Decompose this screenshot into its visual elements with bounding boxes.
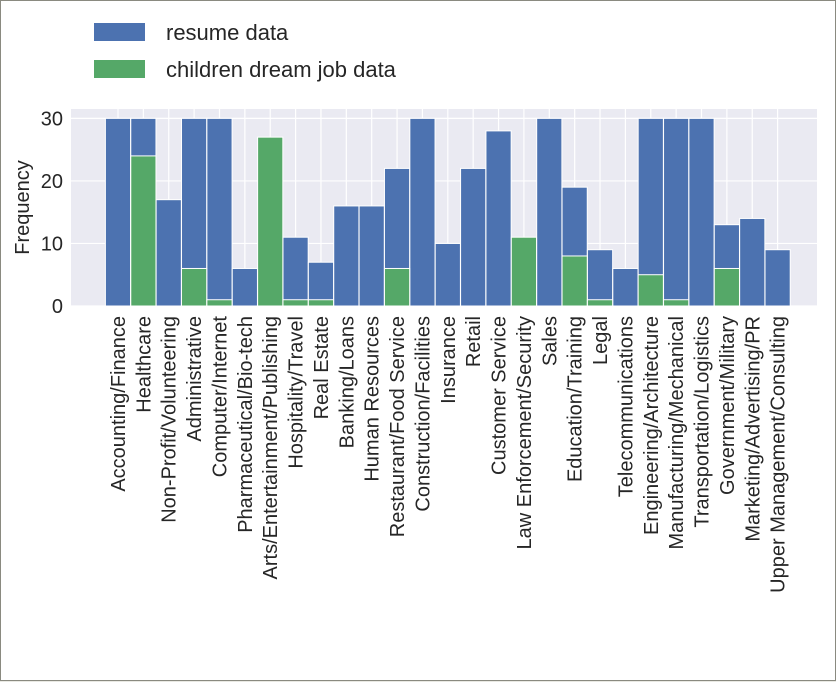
x-tick-label: Transportation/Logistics [692, 316, 714, 528]
x-tick-label: Government/Military [717, 316, 739, 495]
x-tick-label: Telecommunications [615, 316, 637, 497]
y-axis-label: Frequency [12, 160, 34, 255]
x-tick-label: Pharmaceutical/Bio-tech [235, 316, 257, 533]
resume-bar [307, 261, 335, 307]
x-tick-label: Education/Training [565, 316, 587, 482]
x-tick-label: Customer Service [489, 316, 511, 475]
resume-bar [104, 117, 132, 307]
x-tick-label: Upper Management/Consulting [768, 316, 790, 593]
x-tick-label: Retail [463, 316, 485, 367]
resume-bar [612, 267, 639, 307]
x-tick-label: Manufacturing/Mechanical [666, 316, 688, 549]
x-tick-label: Administrative [184, 316, 206, 442]
resume-bar [282, 236, 309, 307]
dream-job-bar [130, 155, 157, 307]
x-tick-label: Real Estate [311, 316, 333, 419]
dream-job-bar [383, 267, 411, 307]
dream-job-bar [510, 236, 538, 307]
resume-bar [231, 267, 258, 307]
resume-bar [206, 117, 233, 307]
dream-job-bar [713, 267, 740, 307]
y-tick-label: 10 [41, 233, 63, 255]
resume-bar [409, 117, 436, 307]
x-tick-label: Engineering/Architecture [641, 316, 663, 535]
dream-job-bars [130, 136, 740, 307]
legend-swatch [94, 60, 145, 78]
dream-job-bar [206, 299, 233, 307]
y-tick-label: 0 [52, 296, 63, 318]
legend-label: resume data [166, 20, 289, 45]
x-tick-label: Hospitality/Travel [286, 316, 308, 469]
resume-bar [460, 167, 487, 307]
resume-bar [536, 117, 563, 307]
dream-job-bar [282, 299, 309, 307]
x-tick-label: Insurance [438, 316, 460, 404]
x-tick-label: Non-Profit/Volunteering [159, 316, 181, 523]
legend-swatch [94, 23, 145, 41]
x-tick-label: Healthcare [133, 316, 155, 413]
dream-job-bar [561, 255, 588, 307]
x-tick-label: Accounting/Finance [108, 316, 130, 492]
dream-job-bar [637, 274, 664, 307]
y-tick-label: 20 [41, 171, 63, 193]
resume-bar [434, 242, 461, 307]
x-tick-label: Computer/Internet [209, 316, 231, 478]
dream-job-bar [663, 299, 690, 307]
x-tick-label: Sales [539, 316, 561, 366]
x-axis-labels: Accounting/Finance Healthcare Non-Profit/V… [108, 316, 790, 593]
x-tick-label: Construction/Facilities [412, 316, 434, 512]
resume-bar [688, 117, 715, 307]
x-tick-label: Legal [590, 316, 612, 365]
x-tick-label: Banking/Loans [336, 316, 358, 448]
dream-job-bar [586, 299, 614, 307]
resume-bar [764, 249, 791, 307]
dream-job-bar [307, 299, 335, 307]
y-axis-ticks: 0 10 20 30 [41, 108, 63, 318]
y-tick-label: 30 [41, 108, 63, 130]
dream-job-bar [257, 136, 284, 307]
x-tick-label: Law Enforcement/Security [514, 316, 536, 549]
dream-job-bar [181, 267, 208, 307]
x-tick-label: Arts/Entertainment/Publishing [260, 316, 282, 579]
resume-bar [485, 130, 512, 307]
resume-bar [586, 249, 614, 307]
resume-bar [358, 205, 385, 307]
resume-bar [663, 117, 690, 307]
x-tick-label: Marketing/Advertising/PR [742, 316, 764, 542]
resume-bar [739, 217, 766, 307]
x-tick-label: Restaurant/Food Service [387, 316, 409, 537]
resume-bar [333, 205, 360, 307]
x-tick-label: Human Resources [362, 316, 384, 482]
resume-bar [155, 199, 182, 307]
legend: resume data children dream job data [94, 20, 397, 82]
legend-label: children dream job data [166, 57, 397, 82]
